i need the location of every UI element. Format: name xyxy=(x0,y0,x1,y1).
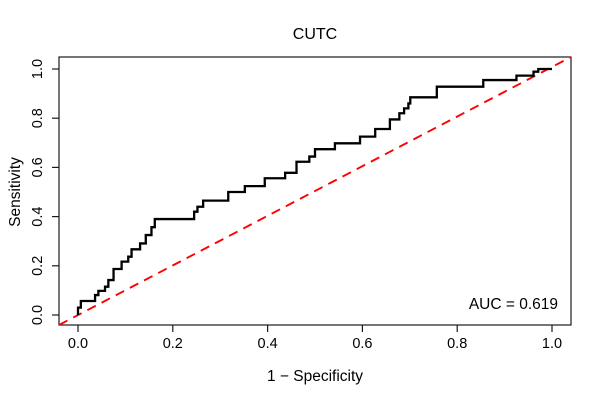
roc-curve-line xyxy=(76,67,552,315)
y-axis-ticks: 0.0 0.2 0.4 0.6 0.8 1.0 xyxy=(30,59,59,325)
plot-box-border xyxy=(58,56,572,326)
x-tick-label: 1.0 xyxy=(542,336,562,352)
auc-annotation: AUC = 0.619 xyxy=(469,296,558,313)
chart-title: CUTC xyxy=(293,26,337,43)
x-tick-label: 0.2 xyxy=(163,336,183,352)
x-tick-label: 0.4 xyxy=(258,336,278,352)
x-tick-label: 0.6 xyxy=(352,336,372,352)
x-axis-label: 1 − Specificity xyxy=(267,368,363,385)
chance-diagonal-line xyxy=(58,56,572,326)
x-axis-ticks: 0.0 0.2 0.4 0.6 0.8 1.0 xyxy=(68,325,562,352)
y-axis-label: Sensitivity xyxy=(7,157,24,227)
x-tick-label: 0.0 xyxy=(68,336,88,352)
y-tick-label: 0.2 xyxy=(30,256,46,276)
y-tick-label: 0.0 xyxy=(30,305,46,325)
roc-curve xyxy=(76,67,552,315)
y-tick-label: 1.0 xyxy=(30,59,46,79)
plot-box xyxy=(58,56,572,326)
y-tick-label: 0.8 xyxy=(30,108,46,128)
chance-diagonal xyxy=(58,56,572,326)
x-tick-label: 0.8 xyxy=(447,336,467,352)
y-tick-label: 0.6 xyxy=(30,157,46,177)
y-tick-label: 0.4 xyxy=(30,207,46,227)
